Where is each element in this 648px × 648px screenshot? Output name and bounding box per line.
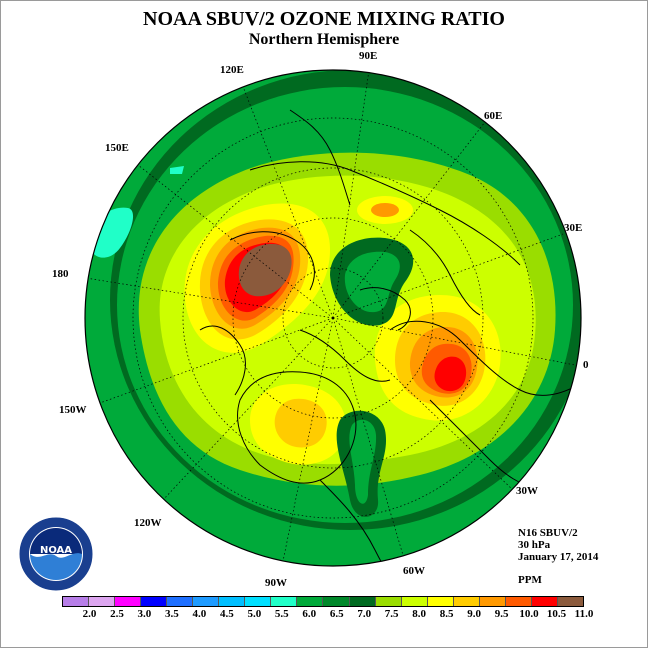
colorbar-tick-label: 5.5	[274, 608, 289, 620]
colorbar-tick-label: 6.5	[329, 608, 344, 620]
lon-label-30w: 30W	[516, 485, 538, 497]
colorbar-tick-label: 8.5	[439, 608, 454, 620]
colorbar-cell	[453, 597, 480, 606]
colorbar-tick-label: 7.5	[384, 608, 399, 620]
colorbar-tick-label: 7.0	[357, 608, 372, 620]
colorbar-cell	[89, 597, 116, 606]
ozone-field	[85, 70, 581, 566]
lon-label-180: 180	[52, 268, 69, 280]
colorbar-tick-label: 9.0	[467, 608, 481, 620]
colorbar-cell	[479, 597, 506, 606]
colorbar-tick-label: 4.5	[219, 608, 234, 620]
lon-label-120e: 120E	[220, 64, 244, 76]
lon-label-60e: 60E	[484, 110, 503, 122]
noaa-logo-text: NOAA	[40, 545, 72, 556]
colorbar-cell	[245, 597, 272, 606]
colorbar-cell	[427, 597, 454, 606]
noaa-logo: NOAA	[18, 516, 94, 592]
colorbar-cell	[115, 597, 142, 606]
colorbar	[62, 596, 584, 607]
colorbar-cell	[141, 597, 168, 606]
colorbar-cell	[505, 597, 532, 606]
colorbar-tick-label: 9.5	[494, 608, 509, 620]
colorbar-cell	[349, 597, 376, 606]
lon-label-0: 0	[583, 359, 589, 371]
lon-label-150e: 150E	[105, 142, 129, 154]
lon-label-90e: 90E	[359, 50, 378, 62]
colorbar-tick-label: 2.0	[82, 608, 97, 620]
map-boundary	[84, 69, 582, 567]
field-level-9-5-d	[371, 203, 399, 217]
colorbar-cell	[401, 597, 428, 606]
colorbar-tick-label: 3.0	[137, 608, 152, 620]
pressure-level-label: 30 hPa	[518, 539, 551, 551]
colorbar-tick-label: 10.5	[546, 608, 567, 620]
graticule	[85, 70, 581, 566]
colorbar-cell	[167, 597, 194, 606]
date-label: January 17, 2014	[518, 551, 599, 563]
lon-label-60w: 60W	[403, 565, 425, 577]
units-label: PPM	[518, 574, 542, 586]
field-level-6-5-low	[344, 251, 400, 313]
field-level-11-0	[238, 244, 292, 297]
colorbar-tick-label: 5.0	[247, 608, 262, 620]
colorbar-cell	[323, 597, 350, 606]
lon-label-120w: 120W	[134, 517, 162, 529]
colorbar-cell	[219, 597, 246, 606]
page-title: NOAA SBUV/2 OZONE MIXING RATIO	[143, 8, 505, 30]
colorbar-tick-label: 6.0	[302, 608, 317, 620]
colorbar-tick-label: 8.0	[412, 608, 427, 620]
field-level-10-5-b	[434, 356, 467, 392]
colorbar-cell	[63, 597, 90, 606]
page-subtitle: Northern Hemisphere	[248, 31, 400, 48]
colorbar-cell	[271, 597, 298, 606]
colorbar-cell	[557, 597, 583, 606]
colorbar-cell	[375, 597, 402, 606]
lon-label-150w: 150W	[59, 404, 87, 416]
colorbar-tick-label: 3.5	[165, 608, 179, 620]
field-level-5-5-b	[170, 166, 184, 174]
colorbar-tick-label: 11.0	[574, 608, 594, 620]
colorbar-tick-label: 4.0	[192, 608, 207, 620]
instrument-label: N16 SBUV/2	[518, 527, 578, 539]
colorbar-cell	[193, 597, 220, 606]
colorbar-cell	[531, 597, 558, 606]
field-level-9-0-c	[274, 398, 327, 448]
colorbar-cell	[297, 597, 324, 606]
lon-label-30e: 30E	[564, 222, 583, 234]
lon-label-90w: 90W	[265, 577, 287, 589]
colorbar-tick-label: 2.5	[110, 608, 124, 620]
colorbar-tick-label: 10.0	[519, 608, 539, 620]
